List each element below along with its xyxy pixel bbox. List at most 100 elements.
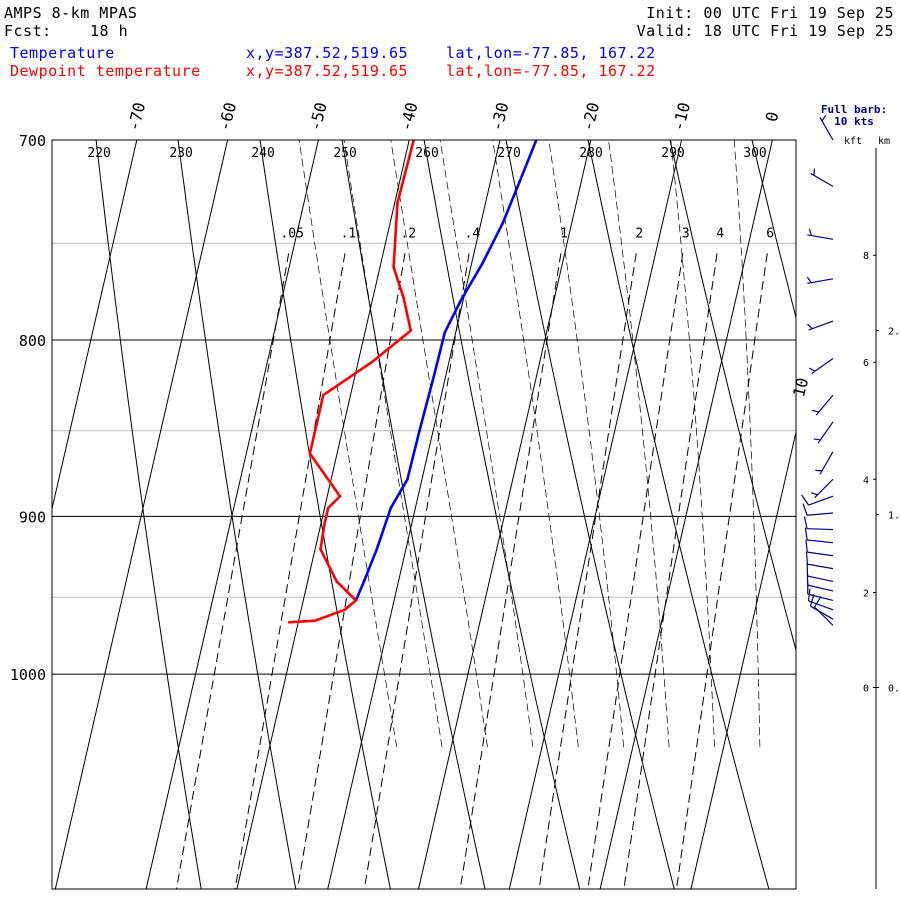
km-label-0.: 0. bbox=[888, 684, 900, 695]
wind-barb-flag bbox=[821, 115, 827, 122]
isotherm--10 bbox=[508, 140, 683, 889]
isotherm-label--10: -10 bbox=[669, 100, 694, 133]
wind-barb-shaft bbox=[811, 358, 834, 374]
wind-barb-shaft bbox=[808, 495, 834, 506]
wind-barb-flag bbox=[801, 494, 810, 506]
mixing-ratio-label-1: 1 bbox=[560, 226, 568, 241]
dewpoint-point bbox=[335, 580, 339, 583]
pressure-label-900: 900 bbox=[19, 508, 46, 526]
wind-legend-value: 10 kts bbox=[834, 115, 874, 128]
wind-barb-flag bbox=[814, 596, 822, 608]
wind-barb-shaft bbox=[807, 563, 834, 570]
mixing-ratio-label-.1: .1 bbox=[341, 226, 357, 241]
legend-temperature-xy: x,y=387.52,519.65 bbox=[246, 44, 409, 62]
dewpoint-point bbox=[326, 506, 330, 510]
dewpoint-point bbox=[313, 619, 317, 623]
isotherm--30 bbox=[327, 140, 501, 889]
wind-barb-flag bbox=[805, 539, 808, 553]
mixing-ratio-label-6: 6 bbox=[766, 226, 774, 241]
moist-adiabat bbox=[390, 140, 488, 748]
dewpoint-point bbox=[321, 393, 325, 397]
wind-barb-shaft bbox=[819, 117, 834, 141]
dewpoint-point bbox=[402, 296, 405, 300]
dry-adiabat-270 bbox=[505, 140, 675, 889]
wind-barb-shaft bbox=[814, 606, 834, 626]
dry-adiabat-220 bbox=[95, 140, 202, 889]
temperature-point bbox=[443, 331, 447, 334]
moist-adiabat bbox=[797, 129, 806, 747]
temperature-line bbox=[354, 140, 538, 601]
theta-label-300: 300 bbox=[743, 146, 766, 161]
kft-label-6: 6 bbox=[863, 358, 869, 369]
isotherm-label--40: -40 bbox=[396, 100, 421, 133]
pressure-label-800: 800 bbox=[19, 332, 46, 350]
theta-label-250: 250 bbox=[333, 146, 356, 161]
dry-adiabat-250 bbox=[341, 140, 486, 889]
dewpoint-point bbox=[287, 620, 291, 624]
theta-label-280: 280 bbox=[579, 146, 602, 161]
temperature-point bbox=[518, 180, 521, 184]
mixing-ratio-label-4: 4 bbox=[716, 226, 724, 241]
mixing-ratio-4 bbox=[623, 253, 718, 889]
theta-label-260: 260 bbox=[415, 146, 438, 161]
wind-barb-flag bbox=[807, 588, 811, 602]
dewpoint-point bbox=[308, 452, 312, 455]
moist-adiabat bbox=[439, 140, 534, 748]
wind-barb-shaft bbox=[814, 478, 834, 499]
temperature-point bbox=[389, 506, 393, 510]
mixing-ratio-1 bbox=[459, 253, 562, 889]
theta-label-220: 220 bbox=[87, 146, 110, 161]
wind-barb-flag bbox=[809, 594, 815, 607]
legend-temperature-latlon: lat,lon=-77.85, 167.22 bbox=[446, 44, 656, 62]
isotherm--40 bbox=[236, 140, 410, 889]
moist-adiabat bbox=[548, 140, 625, 748]
wind-barb-shaft bbox=[815, 394, 834, 416]
km-label-1.: 1. bbox=[888, 511, 900, 522]
mixing-ratio-.1 bbox=[234, 253, 346, 889]
theta-label-230: 230 bbox=[169, 146, 192, 161]
isotherm-label--30: -30 bbox=[487, 100, 512, 133]
temperature-point bbox=[501, 221, 504, 225]
moist-adiabat bbox=[608, 140, 670, 748]
pressure-label-700: 700 bbox=[19, 132, 46, 150]
dewpoint-point bbox=[343, 608, 347, 612]
dewpoint-point bbox=[409, 329, 413, 332]
mixing-ratio-.4 bbox=[363, 253, 470, 889]
wind-barb-shaft bbox=[807, 512, 834, 516]
wind-barb-flag bbox=[802, 503, 808, 516]
kft-axis-label: kft bbox=[844, 136, 862, 147]
dewpoint-line bbox=[289, 140, 415, 624]
wind-barb-flag bbox=[813, 438, 821, 441]
km-axis-label: km bbox=[878, 136, 890, 147]
isotherm-label--20: -20 bbox=[578, 100, 603, 133]
dry-adiabat-240 bbox=[259, 140, 391, 889]
mixing-ratio-label-.4: .4 bbox=[465, 226, 481, 241]
wind-barb-flag bbox=[808, 367, 816, 372]
theta-label-240: 240 bbox=[251, 146, 274, 161]
isotherm-label--70: -70 bbox=[124, 100, 149, 133]
mixing-ratio-label-2: 2 bbox=[635, 226, 643, 241]
dewpoint-point bbox=[392, 265, 395, 269]
wind-barb-flag bbox=[810, 492, 818, 496]
wind-barb-flag bbox=[812, 409, 819, 413]
isotherm--20 bbox=[418, 140, 592, 889]
wind-barb-shaft bbox=[807, 278, 834, 284]
plot-frame bbox=[51, 139, 797, 890]
mixing-ratio-label-.05: .05 bbox=[280, 226, 303, 241]
temperature-point bbox=[481, 261, 484, 265]
temperature-point bbox=[406, 477, 409, 481]
temperature-point bbox=[458, 300, 462, 304]
wind-barb-shaft bbox=[806, 528, 834, 531]
legend-temperature-name: Temperature bbox=[10, 44, 115, 62]
isotherm--60 bbox=[54, 140, 229, 889]
dry-adiabat-300 bbox=[751, 140, 796, 320]
moist-adiabat bbox=[733, 140, 761, 748]
forecast-label: Fcst: bbox=[4, 22, 52, 40]
wind-barb-shaft bbox=[810, 605, 834, 620]
temperature-point bbox=[432, 375, 436, 379]
wind-barb-shaft bbox=[808, 600, 834, 611]
dry-adiabat-290 bbox=[669, 140, 796, 652]
mixing-ratio-label-3: 3 bbox=[682, 226, 690, 241]
kft-label-0: 0 bbox=[863, 684, 869, 695]
